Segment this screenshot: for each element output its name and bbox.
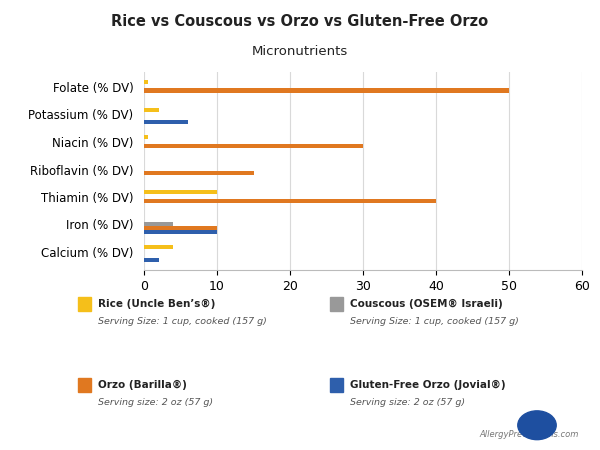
Text: AllergyPreventions.com: AllergyPreventions.com	[479, 430, 579, 439]
Text: Serving Size: 1 cup, cooked (157 g): Serving Size: 1 cup, cooked (157 g)	[350, 317, 519, 326]
Bar	[144, 89, 509, 93]
Text: Serving size: 2 oz (57 g): Serving size: 2 oz (57 g)	[350, 398, 466, 407]
Text: Serving Size: 1 cup, cooked (157 g): Serving Size: 1 cup, cooked (157 g)	[98, 317, 267, 326]
Text: Orzo (Barilla®): Orzo (Barilla®)	[98, 380, 187, 390]
Bar	[144, 144, 363, 148]
Text: Rice (Uncle Ben’s®): Rice (Uncle Ben’s®)	[98, 299, 216, 309]
Bar	[144, 190, 217, 194]
Bar	[144, 230, 217, 234]
Text: Rice vs Couscous vs Orzo vs Gluten-Free Orzo: Rice vs Couscous vs Orzo vs Gluten-Free …	[112, 14, 488, 28]
Bar	[144, 257, 158, 262]
Text: Gluten-Free Orzo (Jovial®): Gluten-Free Orzo (Jovial®)	[350, 380, 506, 390]
Bar	[144, 171, 254, 175]
Bar	[144, 120, 188, 124]
Bar	[144, 222, 173, 226]
Text: Micronutrients: Micronutrients	[252, 45, 348, 58]
Bar	[144, 226, 217, 230]
Text: Serving size: 2 oz (57 g): Serving size: 2 oz (57 g)	[98, 398, 214, 407]
Bar	[144, 80, 148, 85]
Bar	[144, 108, 158, 112]
Bar	[144, 245, 173, 249]
Bar	[144, 135, 148, 140]
Text: Couscous (OSEM® Israeli): Couscous (OSEM® Israeli)	[350, 299, 503, 309]
Bar	[144, 198, 436, 202]
Text: AP: AP	[531, 419, 543, 428]
